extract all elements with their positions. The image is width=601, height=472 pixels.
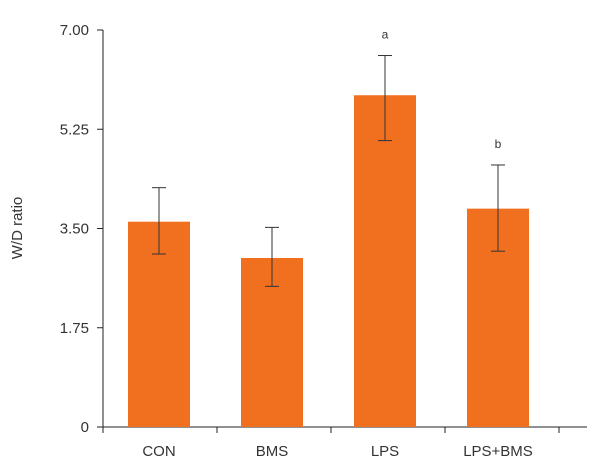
y-tick-label: 5.25 [60,121,89,138]
x-category-label: LPS [371,443,399,460]
y-tick-label: 7.00 [60,22,89,39]
x-category-label: BMS [256,443,289,460]
x-category-label: CON [142,443,175,460]
error-bars [152,55,505,287]
y-tick-label: 1.75 [60,320,89,337]
bars [128,95,529,427]
bar-con [128,221,190,427]
y-tick-label: 0 [81,419,89,436]
bar-lps [354,95,416,427]
significance-label: b [495,137,502,151]
x-category-label: LPS+BMS [463,443,533,460]
y-tick-label: 3.50 [60,221,89,238]
significance-label: a [382,28,389,42]
y-axis-title: W/D ratio [9,197,26,260]
labels: 0 1.75 3.50 5.25 7.00 CON BMS LPS a LPS+BMS b [60,22,533,460]
